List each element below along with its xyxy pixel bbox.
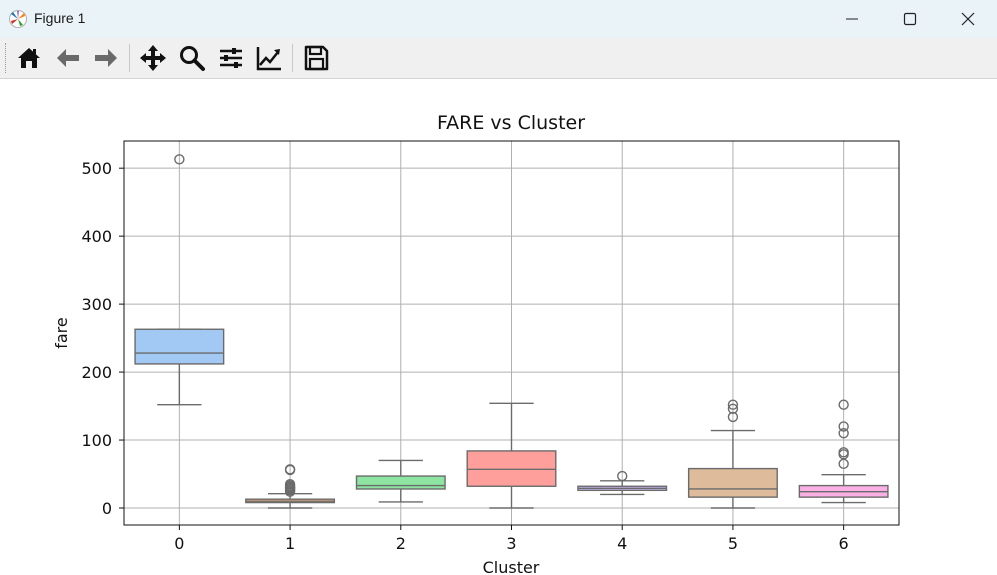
window-titlebar: Figure 1 bbox=[0, 0, 997, 38]
x-tick-label: 0 bbox=[174, 534, 184, 553]
close-icon bbox=[961, 12, 975, 26]
outlier-point bbox=[838, 447, 849, 458]
y-tick-label: 400 bbox=[81, 227, 112, 246]
outlier-point bbox=[727, 399, 739, 410]
x-tick-label: 2 bbox=[396, 534, 406, 553]
save-button[interactable] bbox=[300, 43, 332, 73]
box-iqr bbox=[134, 328, 225, 365]
toolbar-grip[interactable] bbox=[5, 43, 8, 73]
x-tick-label: 6 bbox=[839, 534, 849, 553]
back-arrow-icon bbox=[57, 49, 79, 67]
box-cluster-1 bbox=[245, 464, 336, 509]
box-cluster-2 bbox=[355, 459, 446, 503]
box-iqr bbox=[355, 475, 446, 490]
toolbar-separator bbox=[292, 44, 293, 72]
forward-button[interactable] bbox=[90, 43, 122, 73]
outlier-point bbox=[838, 421, 849, 432]
box-cluster-6 bbox=[798, 399, 889, 504]
subplots-icon bbox=[220, 48, 242, 68]
box-cluster-0 bbox=[134, 154, 225, 406]
outlier-point bbox=[284, 479, 296, 490]
zoom-button[interactable] bbox=[176, 43, 208, 73]
y-tick-label: 300 bbox=[81, 295, 112, 314]
outlier-point bbox=[838, 428, 849, 439]
box-cluster-4 bbox=[577, 470, 668, 496]
subplots-button[interactable] bbox=[215, 43, 247, 73]
toolbar-separator bbox=[129, 44, 130, 72]
outlier-point bbox=[727, 403, 739, 414]
home-icon bbox=[18, 48, 40, 68]
y-axis-label: fare bbox=[52, 317, 71, 349]
grid bbox=[124, 141, 899, 525]
box-cluster-3 bbox=[466, 402, 557, 509]
ticks: 0 100 200 300 400 500 0 1 2 3 4 5 6 bbox=[81, 159, 848, 553]
pan-button[interactable] bbox=[137, 43, 169, 73]
x-axis-label: Cluster bbox=[483, 558, 540, 575]
x-tick-label: 1 bbox=[285, 534, 295, 553]
forward-arrow-icon bbox=[95, 49, 117, 67]
zoom-icon bbox=[180, 46, 205, 71]
pan-icon bbox=[140, 45, 166, 71]
edit-axis-icon bbox=[256, 47, 281, 71]
minimize-icon bbox=[846, 18, 858, 20]
x-tick-label: 3 bbox=[506, 534, 516, 553]
boxes bbox=[134, 154, 889, 509]
outlier-point bbox=[838, 399, 849, 410]
home-button[interactable] bbox=[13, 43, 45, 73]
box-iqr bbox=[687, 467, 778, 498]
y-tick-label: 0 bbox=[102, 499, 112, 518]
close-button[interactable] bbox=[939, 0, 997, 38]
maximize-icon bbox=[903, 12, 917, 26]
x-tick-label: 4 bbox=[617, 534, 627, 553]
outlier-point bbox=[727, 411, 739, 423]
minimize-button[interactable] bbox=[823, 0, 881, 38]
maximize-button[interactable] bbox=[881, 0, 939, 38]
y-tick-label: 100 bbox=[81, 431, 112, 450]
y-tick-label: 200 bbox=[81, 363, 112, 382]
chart-title: FARE vs Cluster bbox=[437, 112, 585, 134]
navigation-toolbar bbox=[0, 38, 997, 79]
box-cluster-5 bbox=[687, 399, 778, 509]
back-button[interactable] bbox=[52, 43, 84, 73]
save-icon bbox=[304, 45, 329, 71]
y-tick-label: 500 bbox=[81, 159, 112, 178]
x-tick-label: 5 bbox=[728, 534, 738, 553]
window-title: Figure 1 bbox=[34, 10, 86, 26]
outlier-point bbox=[284, 464, 296, 475]
matplotlib-logo-icon bbox=[8, 9, 28, 29]
edit-axis-button[interactable] bbox=[253, 43, 285, 73]
outlier-point bbox=[174, 154, 185, 165]
outlier-point bbox=[617, 470, 628, 482]
